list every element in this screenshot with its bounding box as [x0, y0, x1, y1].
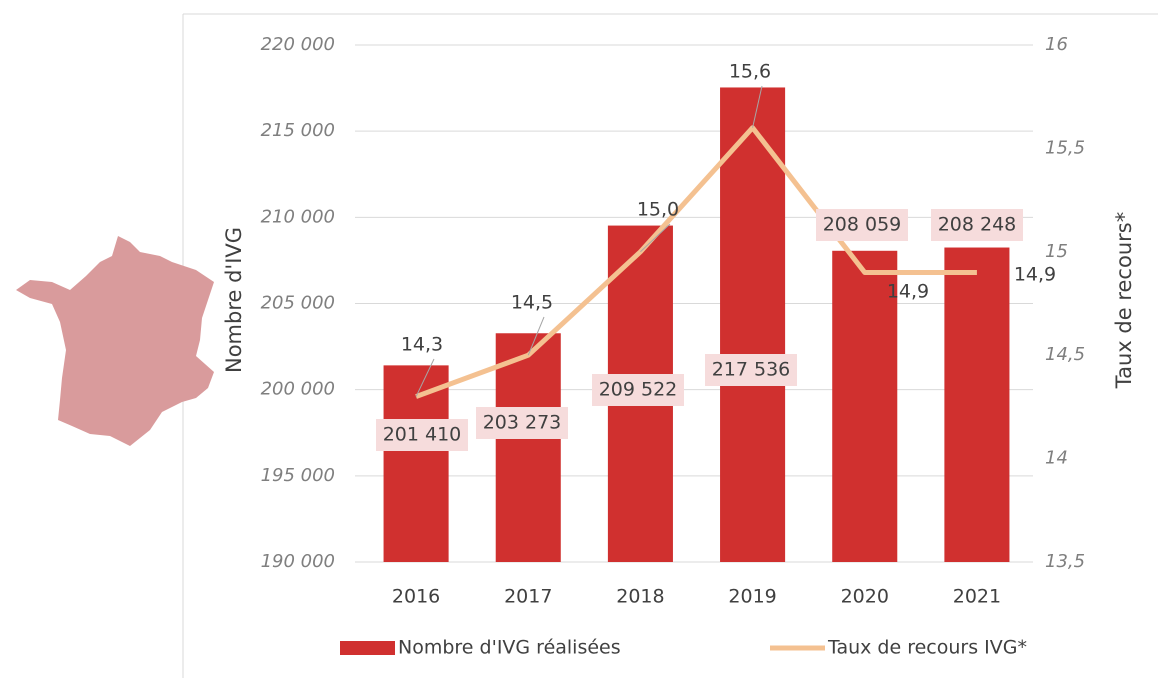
y2-tick-label: 14,5 [1045, 344, 1085, 365]
y-tick-label: 205 000 [261, 293, 335, 314]
y-tick-label: 210 000 [261, 206, 335, 227]
y-tick-label: 195 000 [261, 465, 335, 486]
legend-label: Nombre d'IVG réalisées [398, 637, 621, 659]
data-label: 14,9 [887, 281, 929, 303]
x-tick-label: 2016 [392, 586, 440, 608]
y2-tick-label: 15 [1045, 241, 1068, 262]
x-tick-label: 2019 [728, 586, 776, 608]
data-label: 208 059 [823, 214, 902, 236]
bar [495, 333, 561, 562]
line [415, 125, 977, 399]
y-tick-label: 215 000 [261, 120, 335, 141]
data-label: 201 410 [383, 424, 462, 446]
data-label-bg [816, 209, 908, 241]
data-label-bg [592, 374, 684, 406]
france-map [16, 236, 214, 446]
y-tick-label: 200 000 [261, 379, 335, 400]
leader-line [415, 358, 435, 397]
data-label: 217 536 [712, 359, 791, 381]
data-label: 14,9 [1014, 264, 1056, 286]
x-tick-label: 2021 [953, 586, 1001, 608]
data-label: 14,3 [401, 334, 443, 356]
data-label: 203 273 [483, 412, 562, 434]
y-axis-title: Nombre d'IVG [222, 227, 246, 373]
y2-tick-label: 16 [1045, 34, 1068, 55]
data-label-bg [931, 209, 1023, 241]
bar [720, 87, 786, 562]
x-tick-label: 2020 [841, 586, 889, 608]
y-tick-label: 190 000 [261, 551, 335, 572]
legend-label: Taux de recours IVG* [827, 637, 1027, 659]
leader-line [752, 85, 763, 128]
y2-axis-title: Taux de recours* [1112, 212, 1136, 389]
y-tick-label: 220 000 [261, 34, 335, 55]
data-label-bg [376, 419, 468, 451]
x-tick-label: 2018 [616, 586, 664, 608]
leader-line [527, 316, 545, 356]
y2-tick-label: 13,5 [1045, 551, 1085, 572]
bar [832, 250, 898, 562]
data-label: 209 522 [599, 379, 678, 401]
data-label: 15,0 [637, 199, 679, 221]
legend-swatch [340, 641, 395, 655]
bar [383, 365, 449, 562]
data-label-bg [476, 407, 568, 439]
bar [944, 247, 1010, 563]
x-tick-label: 2017 [504, 586, 552, 608]
data-label: 208 248 [938, 214, 1017, 236]
y2-tick-label: 15,5 [1045, 137, 1085, 158]
data-label: 15,6 [729, 61, 771, 83]
leader-line [640, 223, 671, 253]
y2-tick-label: 14 [1045, 448, 1068, 469]
data-label-bg [705, 354, 797, 386]
data-label: 14,5 [511, 292, 553, 314]
